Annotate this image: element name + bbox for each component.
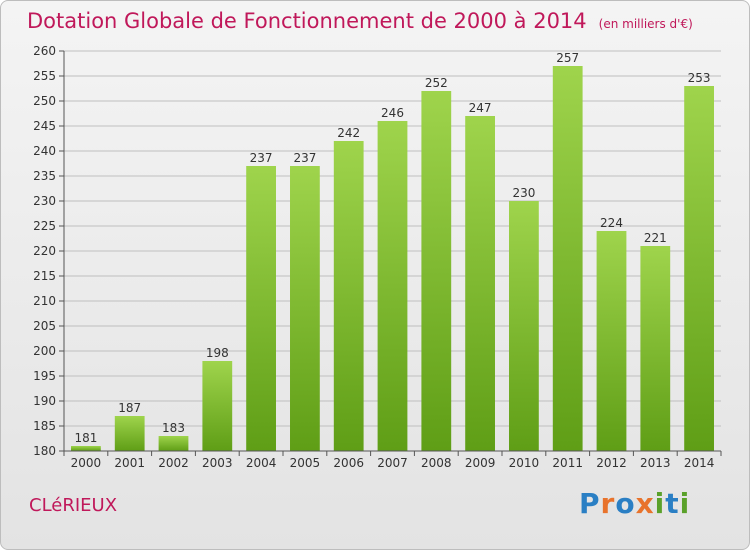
bars bbox=[71, 66, 714, 451]
bar bbox=[421, 91, 452, 451]
chart-title-text: Dotation Globale de Fonctionnement de 20… bbox=[27, 9, 587, 33]
x-tick-label: 2013 bbox=[640, 456, 671, 470]
bar bbox=[640, 246, 671, 451]
y-tick-label: 195 bbox=[33, 369, 56, 383]
chart-subtitle: (en milliers d'€) bbox=[598, 17, 693, 31]
x-tick-label: 2006 bbox=[333, 456, 364, 470]
data-label: 183 bbox=[162, 421, 185, 435]
data-label: 187 bbox=[118, 401, 141, 415]
x-tick-label: 2008 bbox=[421, 456, 452, 470]
bar bbox=[333, 141, 364, 451]
x-tick-label: 2012 bbox=[596, 456, 627, 470]
chart-title: Dotation Globale de Fonctionnement de 20… bbox=[27, 9, 693, 33]
logo-letter: x bbox=[635, 487, 655, 520]
y-tick-label: 250 bbox=[33, 94, 56, 108]
x-tick-label: 2010 bbox=[509, 456, 540, 470]
bar bbox=[509, 201, 539, 451]
y-tick-label: 185 bbox=[33, 419, 56, 433]
logo-letter: t bbox=[665, 487, 680, 520]
x-tick-label: 2000 bbox=[71, 456, 102, 470]
commune-name: CLéRIEUX bbox=[29, 495, 118, 516]
data-label: 252 bbox=[425, 76, 448, 90]
y-tick-label: 210 bbox=[33, 294, 56, 308]
bar bbox=[290, 166, 320, 451]
bar bbox=[377, 121, 408, 451]
x-tick-label: 2014 bbox=[684, 456, 715, 470]
y-tick-label: 215 bbox=[33, 269, 56, 283]
data-label: 242 bbox=[337, 126, 360, 140]
data-label: 181 bbox=[74, 431, 97, 445]
x-tick-label: 2007 bbox=[377, 456, 408, 470]
bar bbox=[465, 116, 495, 451]
y-tick-label: 240 bbox=[33, 144, 56, 158]
y-tick-label: 220 bbox=[33, 244, 56, 258]
x-tick-label: 2001 bbox=[114, 456, 145, 470]
data-label: 253 bbox=[688, 71, 711, 85]
data-label: 237 bbox=[293, 151, 316, 165]
logo-letter: P bbox=[579, 487, 601, 520]
axes bbox=[63, 51, 721, 456]
y-tick-label: 235 bbox=[33, 169, 56, 183]
y-tick-label: 225 bbox=[33, 219, 56, 233]
data-label: 224 bbox=[600, 216, 623, 230]
x-axis-ticks: 2000 2001 2002 2003 2004 2005 2006 2007 2008 2009… bbox=[71, 451, 722, 470]
y-tick-label: 260 bbox=[33, 44, 56, 58]
y-tick-label: 190 bbox=[33, 394, 56, 408]
x-tick-label: 2011 bbox=[552, 456, 583, 470]
data-label: 247 bbox=[469, 101, 492, 115]
data-label: 198 bbox=[206, 346, 229, 360]
bar bbox=[71, 446, 101, 451]
bar bbox=[596, 231, 627, 451]
bar bbox=[552, 66, 583, 451]
x-tick-label: 2002 bbox=[158, 456, 189, 470]
data-label: 246 bbox=[381, 106, 404, 120]
logo-letter: i bbox=[679, 487, 691, 520]
bar bbox=[684, 86, 714, 451]
data-label: 230 bbox=[512, 186, 535, 200]
y-tick-label: 180 bbox=[33, 444, 56, 458]
data-label: 257 bbox=[556, 51, 579, 65]
y-tick-label: 255 bbox=[33, 69, 56, 83]
y-tick-label: 245 bbox=[33, 119, 56, 133]
bar bbox=[114, 416, 145, 451]
data-labels: 181 187 183 198 237 237 242 246 252 247 230 257 224 2… bbox=[74, 51, 710, 445]
data-label: 221 bbox=[644, 231, 667, 245]
bar bbox=[246, 166, 276, 451]
y-tick-label: 205 bbox=[33, 319, 56, 333]
logo-letter: r bbox=[600, 487, 616, 520]
x-tick-label: 2004 bbox=[246, 456, 277, 470]
data-label: 237 bbox=[250, 151, 273, 165]
proxiti-logo: Proxiti bbox=[579, 487, 690, 520]
logo-letter: o bbox=[615, 487, 636, 520]
logo-letter: i bbox=[654, 487, 666, 520]
y-axis-ticks: 180 185 190 195 200 205 210 215 220 225 230 235 240 2… bbox=[33, 44, 64, 458]
x-tick-label: 2003 bbox=[202, 456, 233, 470]
x-tick-label: 2005 bbox=[290, 456, 321, 470]
y-tick-label: 200 bbox=[33, 344, 56, 358]
y-tick-label: 230 bbox=[33, 194, 56, 208]
bar bbox=[158, 436, 189, 451]
bar bbox=[202, 361, 233, 451]
x-tick-label: 2009 bbox=[465, 456, 496, 470]
